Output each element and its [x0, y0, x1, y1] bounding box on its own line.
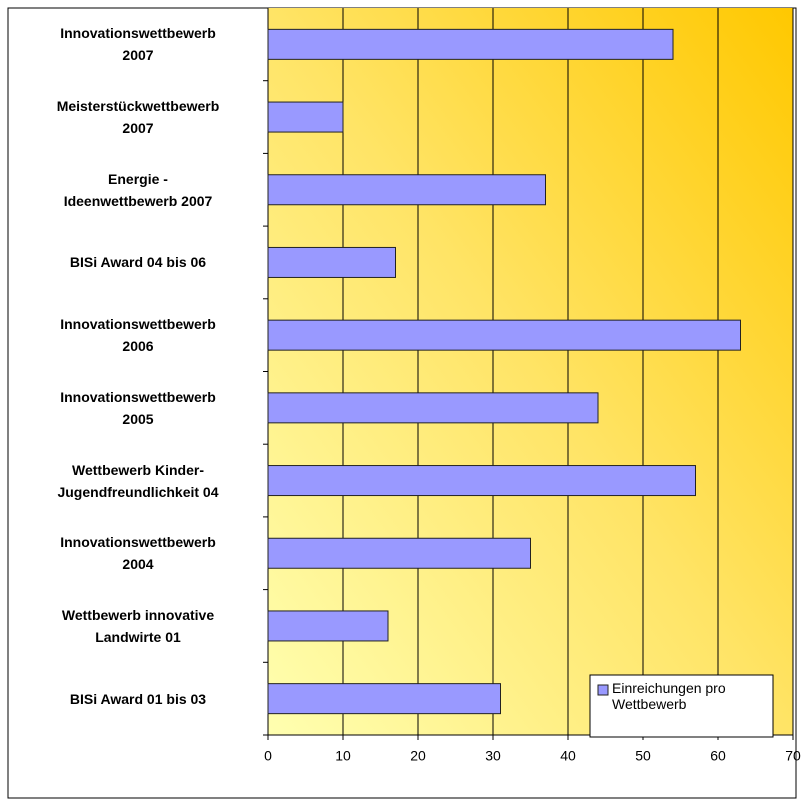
- x-tick-label: 30: [485, 748, 501, 764]
- legend: Einreichungen pro Wettbewerb: [589, 674, 774, 738]
- y-tick-label: Meisterstückwettbewerb 2007: [56, 98, 220, 137]
- bar: [267, 683, 501, 715]
- y-label-box: Meisterstückwettbewerb 2007: [56, 98, 220, 137]
- y-tick-label: Innovationswettbewerb 2004: [60, 534, 216, 573]
- y-label-box: Innovationswettbewerb 2007: [60, 25, 216, 64]
- x-tick-label: 20: [410, 748, 426, 764]
- legend-box: [589, 674, 774, 738]
- bar: [267, 537, 531, 569]
- x-tick-label: 40: [560, 748, 576, 764]
- y-tick-label: Innovationswettbewerb 2005: [60, 388, 216, 427]
- y-tick-label: Innovationswettbewerb 2007: [60, 25, 216, 64]
- y-tick-label: BISi Award 01 bis 03: [69, 690, 207, 707]
- bar: [267, 174, 546, 206]
- bar: [267, 392, 599, 424]
- legend-text-box: Einreichungen pro Wettbewerb: [612, 680, 726, 712]
- y-label-box: Energie - Ideenwettbewerb 2007: [63, 170, 213, 209]
- bar: [267, 319, 741, 351]
- x-tick-label: 10: [335, 748, 351, 764]
- y-label-box: Innovationswettbewerb 2006: [60, 316, 216, 355]
- legend-label: Einreichungen pro Wettbewerb: [612, 680, 726, 712]
- y-tick-label: Wettbewerb innovative Landwirte 01: [61, 606, 215, 645]
- y-tick-label: Innovationswettbewerb 2006: [60, 316, 216, 355]
- bar: [267, 101, 344, 133]
- y-label-box: Wettbewerb innovative Landwirte 01: [61, 606, 215, 645]
- y-label-box: Wettbewerb Kinder- Jugendfreundlichkeit …: [57, 461, 219, 500]
- y-tick-label: Wettbewerb Kinder- Jugendfreundlichkeit …: [57, 461, 219, 500]
- y-tick-label: Energie - Ideenwettbewerb 2007: [63, 170, 213, 209]
- legend-swatch: [597, 684, 609, 696]
- bar: [267, 610, 389, 642]
- x-tick-label: 60: [710, 748, 726, 764]
- y-label-box: BISi Award 01 bis 03: [69, 690, 207, 707]
- x-tick-label: 70: [785, 748, 801, 764]
- x-tick-label: 50: [635, 748, 651, 764]
- y-label-box: Innovationswettbewerb 2004: [60, 534, 216, 573]
- bar: [267, 28, 674, 60]
- y-label-box: BISi Award 04 bis 06: [69, 254, 207, 271]
- bar: [267, 246, 396, 278]
- bar: [267, 465, 696, 497]
- x-tick-label: 0: [264, 748, 272, 764]
- y-label-box: Innovationswettbewerb 2005: [60, 388, 216, 427]
- y-tick-label: BISi Award 04 bis 06: [69, 254, 207, 271]
